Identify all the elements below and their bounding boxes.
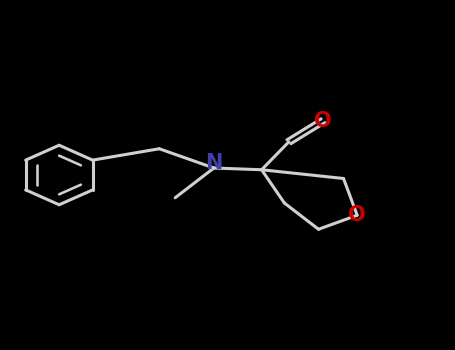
Text: O: O bbox=[349, 205, 366, 225]
Text: O: O bbox=[314, 111, 332, 131]
Text: N: N bbox=[205, 153, 222, 173]
